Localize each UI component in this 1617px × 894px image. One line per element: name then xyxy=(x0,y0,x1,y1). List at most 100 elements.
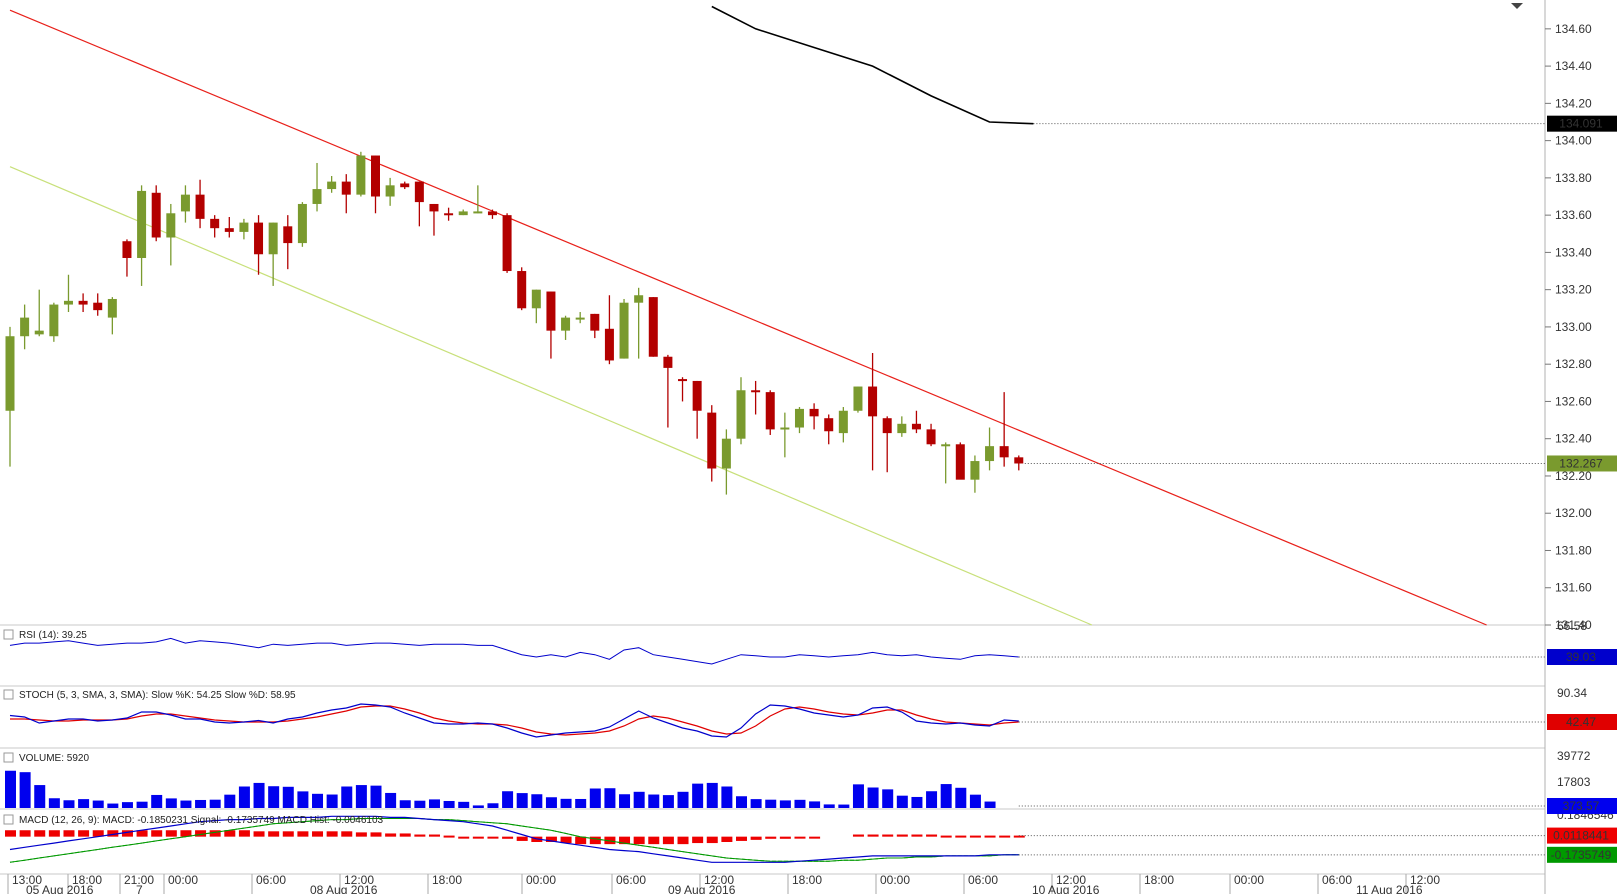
candle-body xyxy=(619,302,629,359)
macd-hist-bar xyxy=(794,836,806,839)
ma-price-badge-text: 134.091 xyxy=(1559,117,1603,131)
candle xyxy=(926,423,936,447)
candle-body xyxy=(517,271,527,309)
candle-body xyxy=(678,379,688,382)
time-hour-label: 06:00 xyxy=(1322,873,1352,887)
volume-bar xyxy=(984,801,996,808)
volume-bar xyxy=(882,789,894,808)
volume-bar xyxy=(706,782,718,808)
candle xyxy=(327,176,337,193)
candle-body xyxy=(385,185,395,197)
candle xyxy=(838,407,848,443)
macd-hist-bar xyxy=(575,836,587,845)
macd-hist-bar xyxy=(721,836,733,842)
candle xyxy=(765,390,775,435)
time-hour-label: 12:00 xyxy=(1410,873,1440,887)
candle xyxy=(619,298,629,359)
candle-body xyxy=(546,291,556,331)
macd-hist-bar xyxy=(385,833,397,837)
volume-bar xyxy=(531,794,543,808)
candle-body xyxy=(34,330,44,335)
candle xyxy=(473,185,483,214)
volume-bar xyxy=(502,791,514,808)
candle xyxy=(707,405,717,482)
volume-bar xyxy=(282,786,294,808)
time-hour-label: 12:00 xyxy=(1056,873,1086,887)
triangle-down-icon[interactable] xyxy=(1511,3,1523,9)
volume-bar xyxy=(867,787,879,808)
candle xyxy=(385,177,395,206)
macd-hist-bar xyxy=(107,830,119,837)
volume-bar xyxy=(34,785,46,808)
macd-hist-bar xyxy=(180,830,192,837)
trendline-1[interactable] xyxy=(9,166,1093,626)
stoch-close-icon[interactable] xyxy=(3,689,14,700)
volume-bar xyxy=(779,800,791,808)
time-hour-label: 00:00 xyxy=(526,873,556,887)
macd-hist-bar xyxy=(955,835,967,838)
time-date-label: 11 Aug 2016 xyxy=(1356,883,1423,894)
macd-hist-bar xyxy=(662,836,674,845)
candle-body xyxy=(312,189,322,204)
time-hour-label: 18:00 xyxy=(792,873,822,887)
candlestick-series xyxy=(5,151,1545,495)
candle-body xyxy=(794,408,804,428)
candle-body xyxy=(283,226,293,244)
rsi-value-badge: 39.03 xyxy=(1547,649,1617,665)
rsi-close-icon[interactable] xyxy=(3,629,14,640)
candle xyxy=(312,162,322,212)
candle-body xyxy=(809,408,819,417)
macd-hist-bar xyxy=(736,836,747,841)
candle xyxy=(224,217,234,238)
macd-hist-bar xyxy=(443,835,455,838)
macd-hist-bar xyxy=(297,831,309,837)
macd-hist-bar xyxy=(765,836,777,839)
candle xyxy=(751,380,761,415)
macd-hist-bar xyxy=(809,836,821,839)
volume-bar xyxy=(5,770,16,808)
candle xyxy=(955,442,965,480)
candle xyxy=(663,354,673,428)
candle-body xyxy=(210,218,220,229)
candle xyxy=(400,181,410,190)
price-tick-label: 132.00 xyxy=(1555,506,1592,520)
volume-bar xyxy=(385,792,397,808)
candle xyxy=(341,174,351,214)
candle-body xyxy=(692,380,702,411)
volume-bar xyxy=(443,800,455,808)
volume-bar xyxy=(209,799,221,808)
macd-hist-bar xyxy=(940,835,952,838)
candle-body xyxy=(985,446,995,462)
macd-hist-bar xyxy=(414,834,426,837)
volume-bar xyxy=(78,799,90,808)
volume-bar xyxy=(619,794,631,808)
candle xyxy=(809,403,819,430)
time-hour-label: 18:00 xyxy=(432,873,462,887)
macd-hist-bar xyxy=(926,834,938,837)
stoch-value-badge-text: 42.47 xyxy=(1566,715,1596,729)
volume-bar xyxy=(648,794,660,808)
volume-label: VOLUME: 5920 xyxy=(19,753,89,764)
volume-close-icon[interactable] xyxy=(3,752,14,763)
candle-body xyxy=(49,304,59,337)
macd-header: MACD (12, 26, 9): MACD: -0.1850231 Signa… xyxy=(3,814,384,826)
macd-hist-bar xyxy=(896,834,908,837)
time-hour-label: 21:00 xyxy=(124,873,154,887)
candle xyxy=(970,455,980,493)
volume-bar xyxy=(458,801,470,808)
candle-body xyxy=(356,155,366,195)
candle xyxy=(122,239,132,277)
candle-body xyxy=(751,390,761,393)
candle-body xyxy=(63,300,73,305)
macd-hist-bar xyxy=(63,830,75,837)
candle xyxy=(93,293,103,316)
trendline-0[interactable] xyxy=(9,9,1487,626)
macd-close-icon[interactable] xyxy=(3,814,14,825)
candle-body xyxy=(5,336,15,411)
volume-bar xyxy=(575,798,587,808)
macd-hist-bar xyxy=(355,832,367,837)
volume-bar xyxy=(838,804,850,808)
candle xyxy=(648,297,658,357)
macd-hist-bar xyxy=(238,830,250,837)
candle-body xyxy=(663,356,673,368)
